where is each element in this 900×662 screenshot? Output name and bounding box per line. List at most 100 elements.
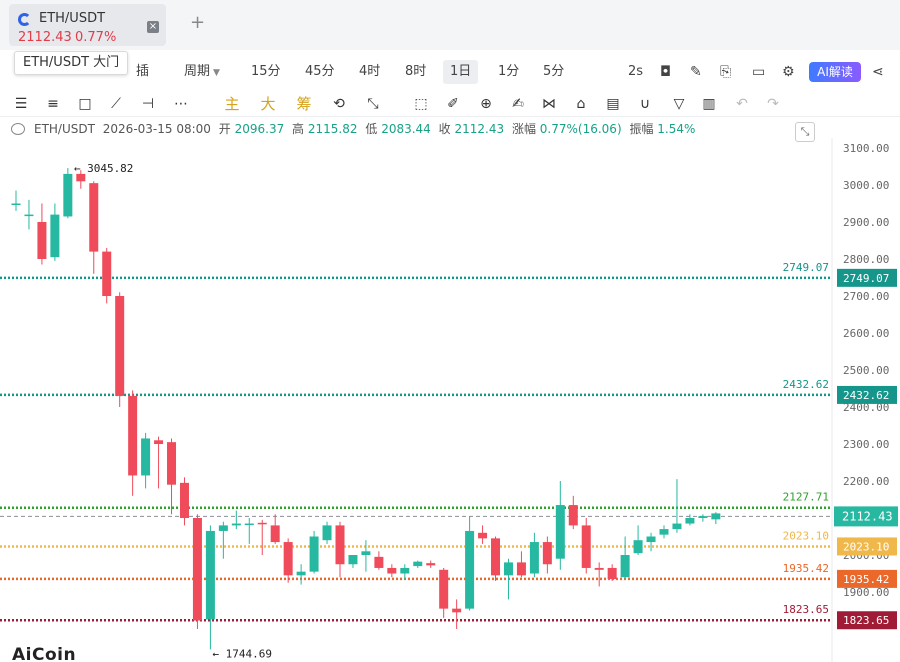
candle-body	[672, 523, 682, 530]
period-selector[interactable]: 周期 ▼	[184, 54, 220, 90]
tab-eth-usdt[interactable]: ETH/USDT 2112.43 0.77% ×	[9, 4, 166, 46]
candle-body	[568, 505, 578, 526]
candle-body	[102, 251, 112, 296]
info-change-label: 涨幅	[511, 122, 536, 136]
period-1d[interactable]: 1日	[443, 60, 479, 84]
level-tag	[837, 611, 897, 630]
y-tick-label: 2200.00	[843, 475, 889, 488]
export-icon[interactable]: ⎘	[720, 64, 732, 80]
candle-body	[218, 525, 228, 531]
period-45m[interactable]: 45分	[305, 64, 335, 79]
pencil-icon[interactable]: ✐	[447, 96, 459, 112]
level-label: 2127.71	[783, 491, 829, 504]
measure-icon[interactable]: ⋈	[542, 96, 556, 112]
horizontal-line-icon[interactable]: ⊣	[141, 96, 155, 112]
candle-body	[581, 525, 591, 568]
candle-body	[192, 518, 202, 621]
eye-icon[interactable]	[11, 123, 25, 135]
candle-body	[257, 522, 267, 525]
edit-icon[interactable]: ✎	[690, 64, 702, 80]
candle-body	[465, 530, 475, 609]
info-high-label: 高	[292, 122, 305, 136]
ruler-icon[interactable]: ⤡	[367, 96, 379, 112]
trendline-icon[interactable]: ⟋	[111, 96, 121, 112]
sync-icon[interactable]: ⟲	[333, 96, 345, 112]
level-label: 1823.65	[783, 603, 829, 616]
candle-body	[491, 538, 501, 576]
candle-body	[296, 571, 306, 576]
level-tag	[837, 385, 897, 404]
y-tick-label: 3000.00	[843, 179, 889, 192]
candle-body	[361, 551, 371, 555]
trash-icon[interactable]: ▥	[702, 96, 716, 112]
tab-price: 2112.43	[18, 30, 72, 45]
candle-body	[711, 513, 721, 520]
candle-body	[63, 173, 73, 217]
candle-body	[37, 222, 47, 259]
magnet-icon[interactable]: ∪	[639, 96, 651, 112]
y-tick-label: 2500.00	[843, 364, 889, 377]
filter-icon[interactable]: ▽	[673, 96, 685, 112]
info-high: 2115.82	[307, 122, 358, 136]
y-tick-label: 2800.00	[843, 253, 889, 266]
low-marker: ← 1744.69	[212, 647, 272, 660]
rectangle-icon[interactable]: □	[78, 96, 92, 112]
share-icon[interactable]: ⋖	[872, 64, 884, 80]
candle-body	[205, 530, 215, 620]
lock-icon[interactable]: ⌂	[576, 96, 586, 112]
redo-icon[interactable]: ↷	[767, 96, 779, 112]
level-tag-label: 2432.62	[843, 389, 889, 402]
big-order-button[interactable]: 大	[260, 95, 276, 113]
layout-icon[interactable]: ▭	[752, 64, 766, 80]
add-tab-icon[interactable]: +	[190, 12, 206, 33]
settings-icon[interactable]: ⚙	[782, 64, 795, 80]
more-dots-icon[interactable]: ⋯	[174, 96, 188, 112]
main-indicator-button[interactable]: 主	[224, 95, 240, 113]
period-1m[interactable]: 1分	[498, 64, 520, 79]
tab-tooltip: ETH/USDT 大门	[14, 51, 129, 75]
candle-body	[244, 523, 254, 526]
list-icon[interactable]: ≡	[47, 96, 59, 112]
candle-body	[231, 523, 241, 526]
period-5m[interactable]: 5分	[543, 64, 565, 79]
candle-body	[154, 440, 164, 444]
chevron-down-icon: ▼	[213, 68, 220, 78]
tab-change: 0.77%	[75, 30, 117, 45]
candle-body	[478, 532, 488, 539]
zoom-icon[interactable]: ⊕	[480, 96, 492, 112]
candle-body	[633, 540, 643, 554]
candle-body	[685, 518, 695, 524]
info-open-label: 开	[218, 122, 231, 136]
refresh-interval[interactable]: 2s	[628, 64, 644, 79]
close-icon[interactable]: ×	[147, 21, 159, 33]
y-tick-label: 2400.00	[843, 401, 889, 414]
camera-icon[interactable]: ◘	[660, 64, 672, 80]
period-4h[interactable]: 4时	[359, 64, 381, 79]
chips-button[interactable]: 筹	[296, 95, 312, 113]
level-tag-label: 2023.10	[843, 540, 889, 553]
drawing-toolbar: ☰ ≡ □ ⟋ ⊣ ⋯ 主 大 筹 ⟲ ⤡ ⬚ ✐ ⊕ ✍ ⋈ ⌂ ▤ ∪ ▽ …	[0, 91, 900, 117]
high-marker: ← 3045.82	[74, 162, 134, 175]
ohlc-info-bar: ETH/USDT 2026-03-15 08:00 开 2096.37 高 21…	[0, 120, 900, 138]
menu-icon[interactable]: ☰	[14, 96, 28, 112]
toolbar-divider	[0, 116, 900, 117]
ai-analysis-button[interactable]: AI解读	[809, 62, 861, 82]
select-icon[interactable]: ⬚	[414, 96, 428, 112]
fullscreen-icon[interactable]: ⤡	[795, 122, 815, 142]
y-tick-label: 2300.00	[843, 438, 889, 451]
candle-body	[555, 505, 565, 559]
period-8h[interactable]: 8时	[405, 64, 427, 79]
undo-icon[interactable]: ↶	[736, 96, 748, 112]
candle-body	[646, 536, 656, 543]
note-icon[interactable]: ▤	[606, 96, 620, 112]
brush-icon[interactable]: ✍	[512, 96, 524, 112]
info-close: 2112.43	[454, 122, 505, 136]
candlestick-chart[interactable]: 3100.00 3000.00 2900.00 2800.00 2700.00 2600.…	[0, 138, 900, 662]
level-tag-label: 2749.07	[843, 272, 889, 285]
level-label: 2023.10	[783, 529, 829, 542]
candle-body	[50, 214, 60, 258]
info-symbol: ETH/USDT	[34, 122, 95, 136]
level-tag	[837, 569, 897, 588]
candle-body	[167, 442, 177, 485]
period-15m[interactable]: 15分	[251, 64, 281, 79]
